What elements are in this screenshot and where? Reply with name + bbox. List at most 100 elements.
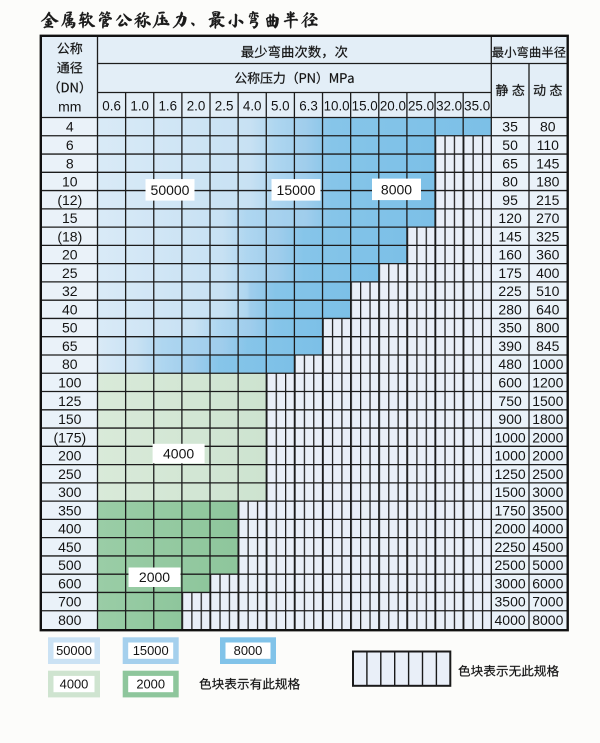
svg-text:2500: 2500 xyxy=(495,557,526,573)
svg-text:1.6: 1.6 xyxy=(158,98,177,113)
svg-text:1.0: 1.0 xyxy=(130,98,149,113)
svg-text:845: 845 xyxy=(536,338,560,354)
svg-text:50000: 50000 xyxy=(56,643,92,658)
svg-text:2000: 2000 xyxy=(139,569,170,585)
svg-text:270: 270 xyxy=(536,210,560,226)
svg-text:35.0: 35.0 xyxy=(464,98,490,113)
svg-text:3500: 3500 xyxy=(532,502,563,518)
svg-text:7000: 7000 xyxy=(532,594,563,610)
svg-text:145: 145 xyxy=(498,228,522,244)
svg-text:4500: 4500 xyxy=(532,539,563,555)
svg-text:480: 480 xyxy=(498,356,522,372)
svg-text:600: 600 xyxy=(498,375,522,391)
svg-text:145: 145 xyxy=(536,155,560,171)
svg-text:32: 32 xyxy=(62,283,78,299)
svg-text:80: 80 xyxy=(502,174,518,190)
svg-text:800: 800 xyxy=(536,320,560,336)
svg-text:1200: 1200 xyxy=(532,375,563,391)
svg-text:4000: 4000 xyxy=(163,446,194,462)
svg-text:4000: 4000 xyxy=(60,677,89,692)
svg-text:3500: 3500 xyxy=(495,594,526,610)
svg-text:95: 95 xyxy=(502,192,518,208)
svg-text:500: 500 xyxy=(58,557,82,573)
svg-text:35: 35 xyxy=(502,119,518,135)
svg-text:120: 120 xyxy=(498,210,522,226)
svg-text:2000: 2000 xyxy=(532,448,563,464)
svg-text:2000: 2000 xyxy=(495,521,526,537)
svg-text:50: 50 xyxy=(502,137,518,153)
svg-text:15000: 15000 xyxy=(133,643,169,658)
svg-text:2500: 2500 xyxy=(532,466,563,482)
svg-text:2250: 2250 xyxy=(495,539,526,555)
svg-text:2000: 2000 xyxy=(136,677,165,692)
svg-text:3000: 3000 xyxy=(495,575,526,591)
svg-text:280: 280 xyxy=(498,301,522,317)
svg-text:8000: 8000 xyxy=(234,643,263,658)
svg-text:4000: 4000 xyxy=(532,521,563,537)
svg-text:400: 400 xyxy=(536,265,560,281)
svg-text:6.3: 6.3 xyxy=(299,98,318,113)
svg-text:750: 750 xyxy=(498,393,522,409)
svg-text:350: 350 xyxy=(498,320,522,336)
svg-text:15.0: 15.0 xyxy=(352,98,378,113)
svg-text:0.6: 0.6 xyxy=(102,98,121,113)
svg-text:5.0: 5.0 xyxy=(271,98,290,113)
svg-text:390: 390 xyxy=(498,338,522,354)
svg-text:20: 20 xyxy=(62,247,78,263)
svg-text:400: 400 xyxy=(58,521,82,537)
svg-text:110: 110 xyxy=(537,137,560,153)
svg-text:8000: 8000 xyxy=(532,612,563,628)
svg-text:150: 150 xyxy=(58,411,82,427)
svg-text:350: 350 xyxy=(58,502,82,518)
svg-text:1000: 1000 xyxy=(532,356,563,372)
svg-text:1800: 1800 xyxy=(532,411,563,427)
svg-text:225: 225 xyxy=(498,283,522,299)
svg-text:160: 160 xyxy=(498,247,522,263)
svg-text:1500: 1500 xyxy=(532,393,563,409)
svg-text:10.0: 10.0 xyxy=(324,98,350,113)
svg-text:2.5: 2.5 xyxy=(215,98,234,113)
svg-text:8: 8 xyxy=(66,155,74,171)
svg-text:200: 200 xyxy=(58,448,82,464)
svg-text:2000: 2000 xyxy=(532,429,563,445)
svg-text:65: 65 xyxy=(502,155,518,171)
svg-text:600: 600 xyxy=(58,575,82,591)
svg-text:1000: 1000 xyxy=(495,448,526,464)
svg-text:3000: 3000 xyxy=(532,484,563,500)
svg-text:6: 6 xyxy=(66,137,74,153)
svg-text:15000: 15000 xyxy=(277,182,316,198)
svg-text:(18): (18) xyxy=(57,228,82,244)
svg-text:2.0: 2.0 xyxy=(187,98,206,113)
svg-text:180: 180 xyxy=(536,174,560,190)
svg-text:6000: 6000 xyxy=(532,575,563,591)
svg-text:100: 100 xyxy=(58,375,82,391)
svg-text:5000: 5000 xyxy=(532,557,563,573)
svg-text:215: 215 xyxy=(536,192,560,208)
svg-text:(12): (12) xyxy=(57,192,82,208)
svg-text:1000: 1000 xyxy=(495,429,526,445)
svg-text:1250: 1250 xyxy=(495,466,526,482)
svg-text:15: 15 xyxy=(62,210,78,226)
svg-text:900: 900 xyxy=(498,411,522,427)
svg-text:300: 300 xyxy=(58,484,82,500)
svg-text:65: 65 xyxy=(62,338,78,354)
svg-text:250: 250 xyxy=(58,466,82,482)
svg-text:4000: 4000 xyxy=(495,612,526,628)
svg-text:80: 80 xyxy=(62,356,78,372)
svg-text:20.0: 20.0 xyxy=(380,98,406,113)
svg-text:700: 700 xyxy=(58,594,82,610)
svg-text:510: 510 xyxy=(536,283,560,299)
svg-text:25: 25 xyxy=(62,265,78,281)
svg-text:50: 50 xyxy=(62,320,78,336)
svg-text:125: 125 xyxy=(58,393,82,409)
svg-text:50000: 50000 xyxy=(151,182,190,198)
svg-text:4.0: 4.0 xyxy=(243,98,262,113)
svg-text:1750: 1750 xyxy=(495,502,526,518)
svg-text:40: 40 xyxy=(62,301,78,317)
svg-text:(175): (175) xyxy=(53,429,86,445)
svg-text:640: 640 xyxy=(536,301,560,317)
svg-text:8000: 8000 xyxy=(381,181,412,197)
svg-text:1500: 1500 xyxy=(495,484,526,500)
svg-text:32.0: 32.0 xyxy=(436,98,462,113)
svg-text:mm: mm xyxy=(58,99,81,115)
